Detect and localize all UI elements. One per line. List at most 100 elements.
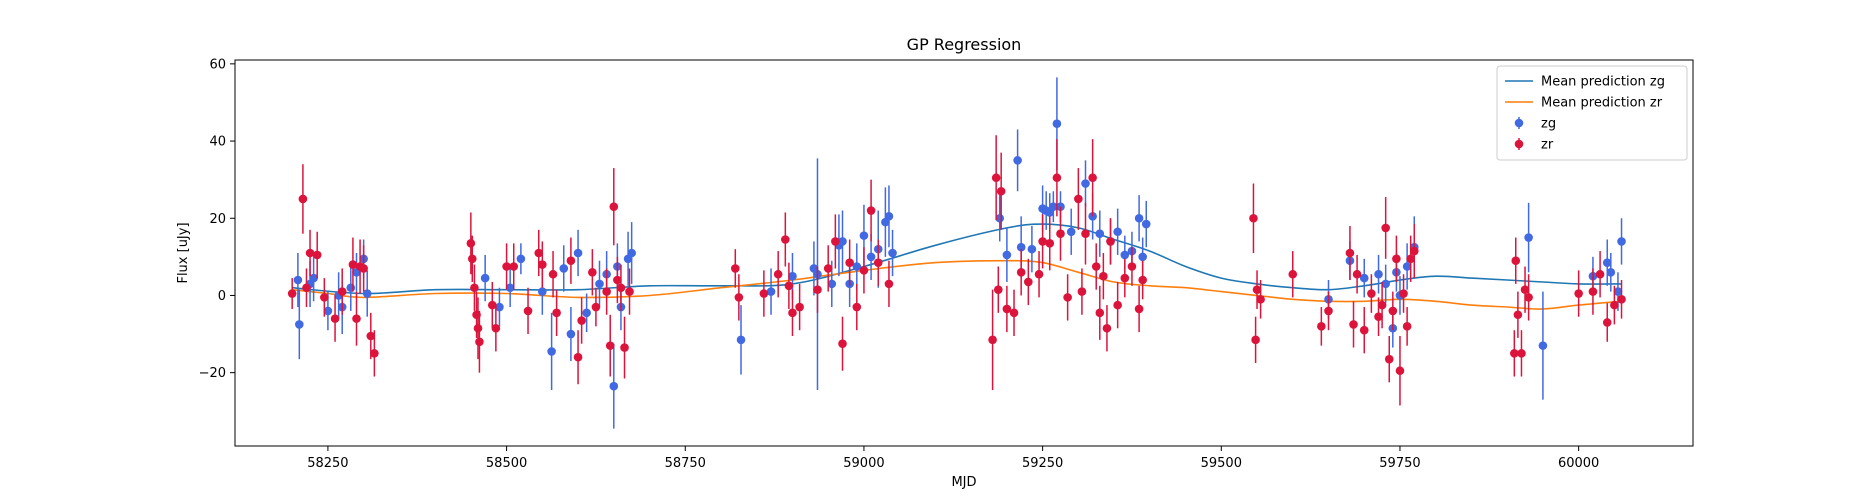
legend-label-mean-prediction-zg: Mean prediction zg bbox=[1541, 75, 1665, 90]
zg-point bbox=[559, 264, 569, 273]
zg-point bbox=[495, 302, 504, 312]
zg-point bbox=[1606, 268, 1616, 277]
zg-point bbox=[1613, 287, 1623, 296]
zr-point bbox=[591, 302, 601, 312]
x-tick-label: 58750 bbox=[665, 456, 706, 471]
zr-point bbox=[1610, 300, 1619, 310]
zr-point bbox=[1395, 366, 1405, 376]
zr-point bbox=[1520, 285, 1530, 294]
zg-point bbox=[1359, 273, 1369, 283]
zr-point bbox=[1249, 213, 1258, 223]
zg-point bbox=[1052, 119, 1062, 128]
y-tick-label: 40 bbox=[209, 135, 226, 150]
x-tick-label: 58250 bbox=[307, 456, 348, 471]
zr-point bbox=[1074, 194, 1083, 204]
zr-point bbox=[473, 323, 483, 333]
zr-point bbox=[1127, 262, 1137, 271]
zg-point bbox=[1402, 262, 1412, 271]
mean-prediction-zr-line bbox=[292, 259, 1622, 310]
zg-point bbox=[888, 248, 897, 258]
zr-point bbox=[884, 279, 894, 289]
zr-point bbox=[1256, 295, 1265, 304]
zr-point bbox=[1095, 308, 1105, 318]
zg-point bbox=[827, 279, 837, 289]
zr-point bbox=[1016, 268, 1026, 277]
zr-point bbox=[1088, 173, 1097, 183]
zg-point bbox=[1027, 244, 1037, 254]
zr-point bbox=[491, 323, 501, 333]
zr-point bbox=[1384, 354, 1394, 364]
zg-point bbox=[1049, 202, 1058, 211]
zr-point bbox=[1120, 273, 1130, 283]
zr-point bbox=[1588, 287, 1598, 296]
zg-point bbox=[1538, 341, 1548, 350]
zr-point bbox=[509, 262, 519, 271]
legend-swatch-zg bbox=[1514, 118, 1524, 128]
zr-point bbox=[1324, 306, 1333, 316]
zr-point bbox=[566, 256, 576, 266]
zg-point bbox=[627, 248, 636, 258]
zg-point bbox=[1134, 213, 1144, 223]
y-tick-label: 60 bbox=[209, 57, 226, 72]
zr-point bbox=[1402, 322, 1412, 331]
zr-point bbox=[1002, 304, 1012, 314]
zr-point bbox=[320, 293, 329, 302]
zr-point bbox=[1524, 293, 1533, 302]
y-tick-label: 0 bbox=[218, 289, 226, 304]
zr-point bbox=[1517, 349, 1526, 358]
zr-point bbox=[795, 302, 804, 312]
zg-point bbox=[1095, 229, 1105, 238]
x-tick-label: 58500 bbox=[486, 456, 527, 471]
zr-point bbox=[1409, 246, 1419, 256]
x-tick-label: 59250 bbox=[1022, 456, 1063, 471]
zr-point bbox=[866, 206, 876, 215]
zr-point bbox=[1349, 320, 1358, 329]
zr-point bbox=[1138, 275, 1147, 285]
zr-point bbox=[1252, 285, 1262, 294]
legend-label-mean-prediction-zr: Mean prediction zr bbox=[1541, 96, 1663, 111]
zg-point bbox=[323, 306, 333, 316]
zr-point bbox=[1377, 300, 1387, 310]
zr-point bbox=[1602, 318, 1612, 327]
zr-point bbox=[523, 306, 533, 316]
x-tick-label: 59500 bbox=[1201, 456, 1242, 471]
y-tick-label: −20 bbox=[199, 366, 226, 381]
zr-point bbox=[616, 283, 626, 293]
zr-point bbox=[1317, 322, 1326, 331]
zr-point bbox=[552, 308, 561, 318]
zr-point bbox=[538, 260, 547, 269]
zr-point bbox=[348, 260, 358, 269]
zg-point bbox=[516, 254, 526, 264]
zg-point bbox=[346, 283, 356, 293]
zr-point bbox=[467, 254, 477, 264]
zr-point bbox=[813, 285, 822, 294]
zr-point bbox=[487, 300, 497, 310]
y-axis-label: Flux [uJy] bbox=[176, 222, 191, 283]
legend: Mean prediction zg Mean prediction zr zg zr bbox=[1496, 65, 1688, 161]
zr-point bbox=[1345, 248, 1355, 258]
zg-point bbox=[538, 287, 547, 296]
zg-point bbox=[838, 237, 847, 246]
zr-point bbox=[838, 339, 847, 349]
zr-point bbox=[588, 268, 597, 277]
zg-point bbox=[609, 381, 619, 391]
x-tick-label: 60000 bbox=[1558, 456, 1599, 471]
zg-point bbox=[573, 248, 583, 258]
zr-point bbox=[1077, 287, 1087, 296]
zg-point bbox=[788, 271, 797, 281]
zr-point bbox=[1367, 289, 1376, 298]
zr-point bbox=[988, 335, 997, 345]
zr-point bbox=[1052, 173, 1062, 183]
zg-point bbox=[1374, 269, 1383, 279]
zr-point bbox=[577, 316, 586, 325]
zr-point bbox=[831, 237, 840, 246]
zr-point bbox=[305, 248, 315, 258]
zr-point bbox=[1388, 306, 1398, 316]
zg-point bbox=[505, 283, 515, 293]
zg-point bbox=[852, 262, 862, 271]
zr-point bbox=[784, 281, 794, 291]
zr-point bbox=[330, 314, 340, 323]
zr-point bbox=[1617, 295, 1626, 304]
zr-point bbox=[548, 269, 558, 279]
